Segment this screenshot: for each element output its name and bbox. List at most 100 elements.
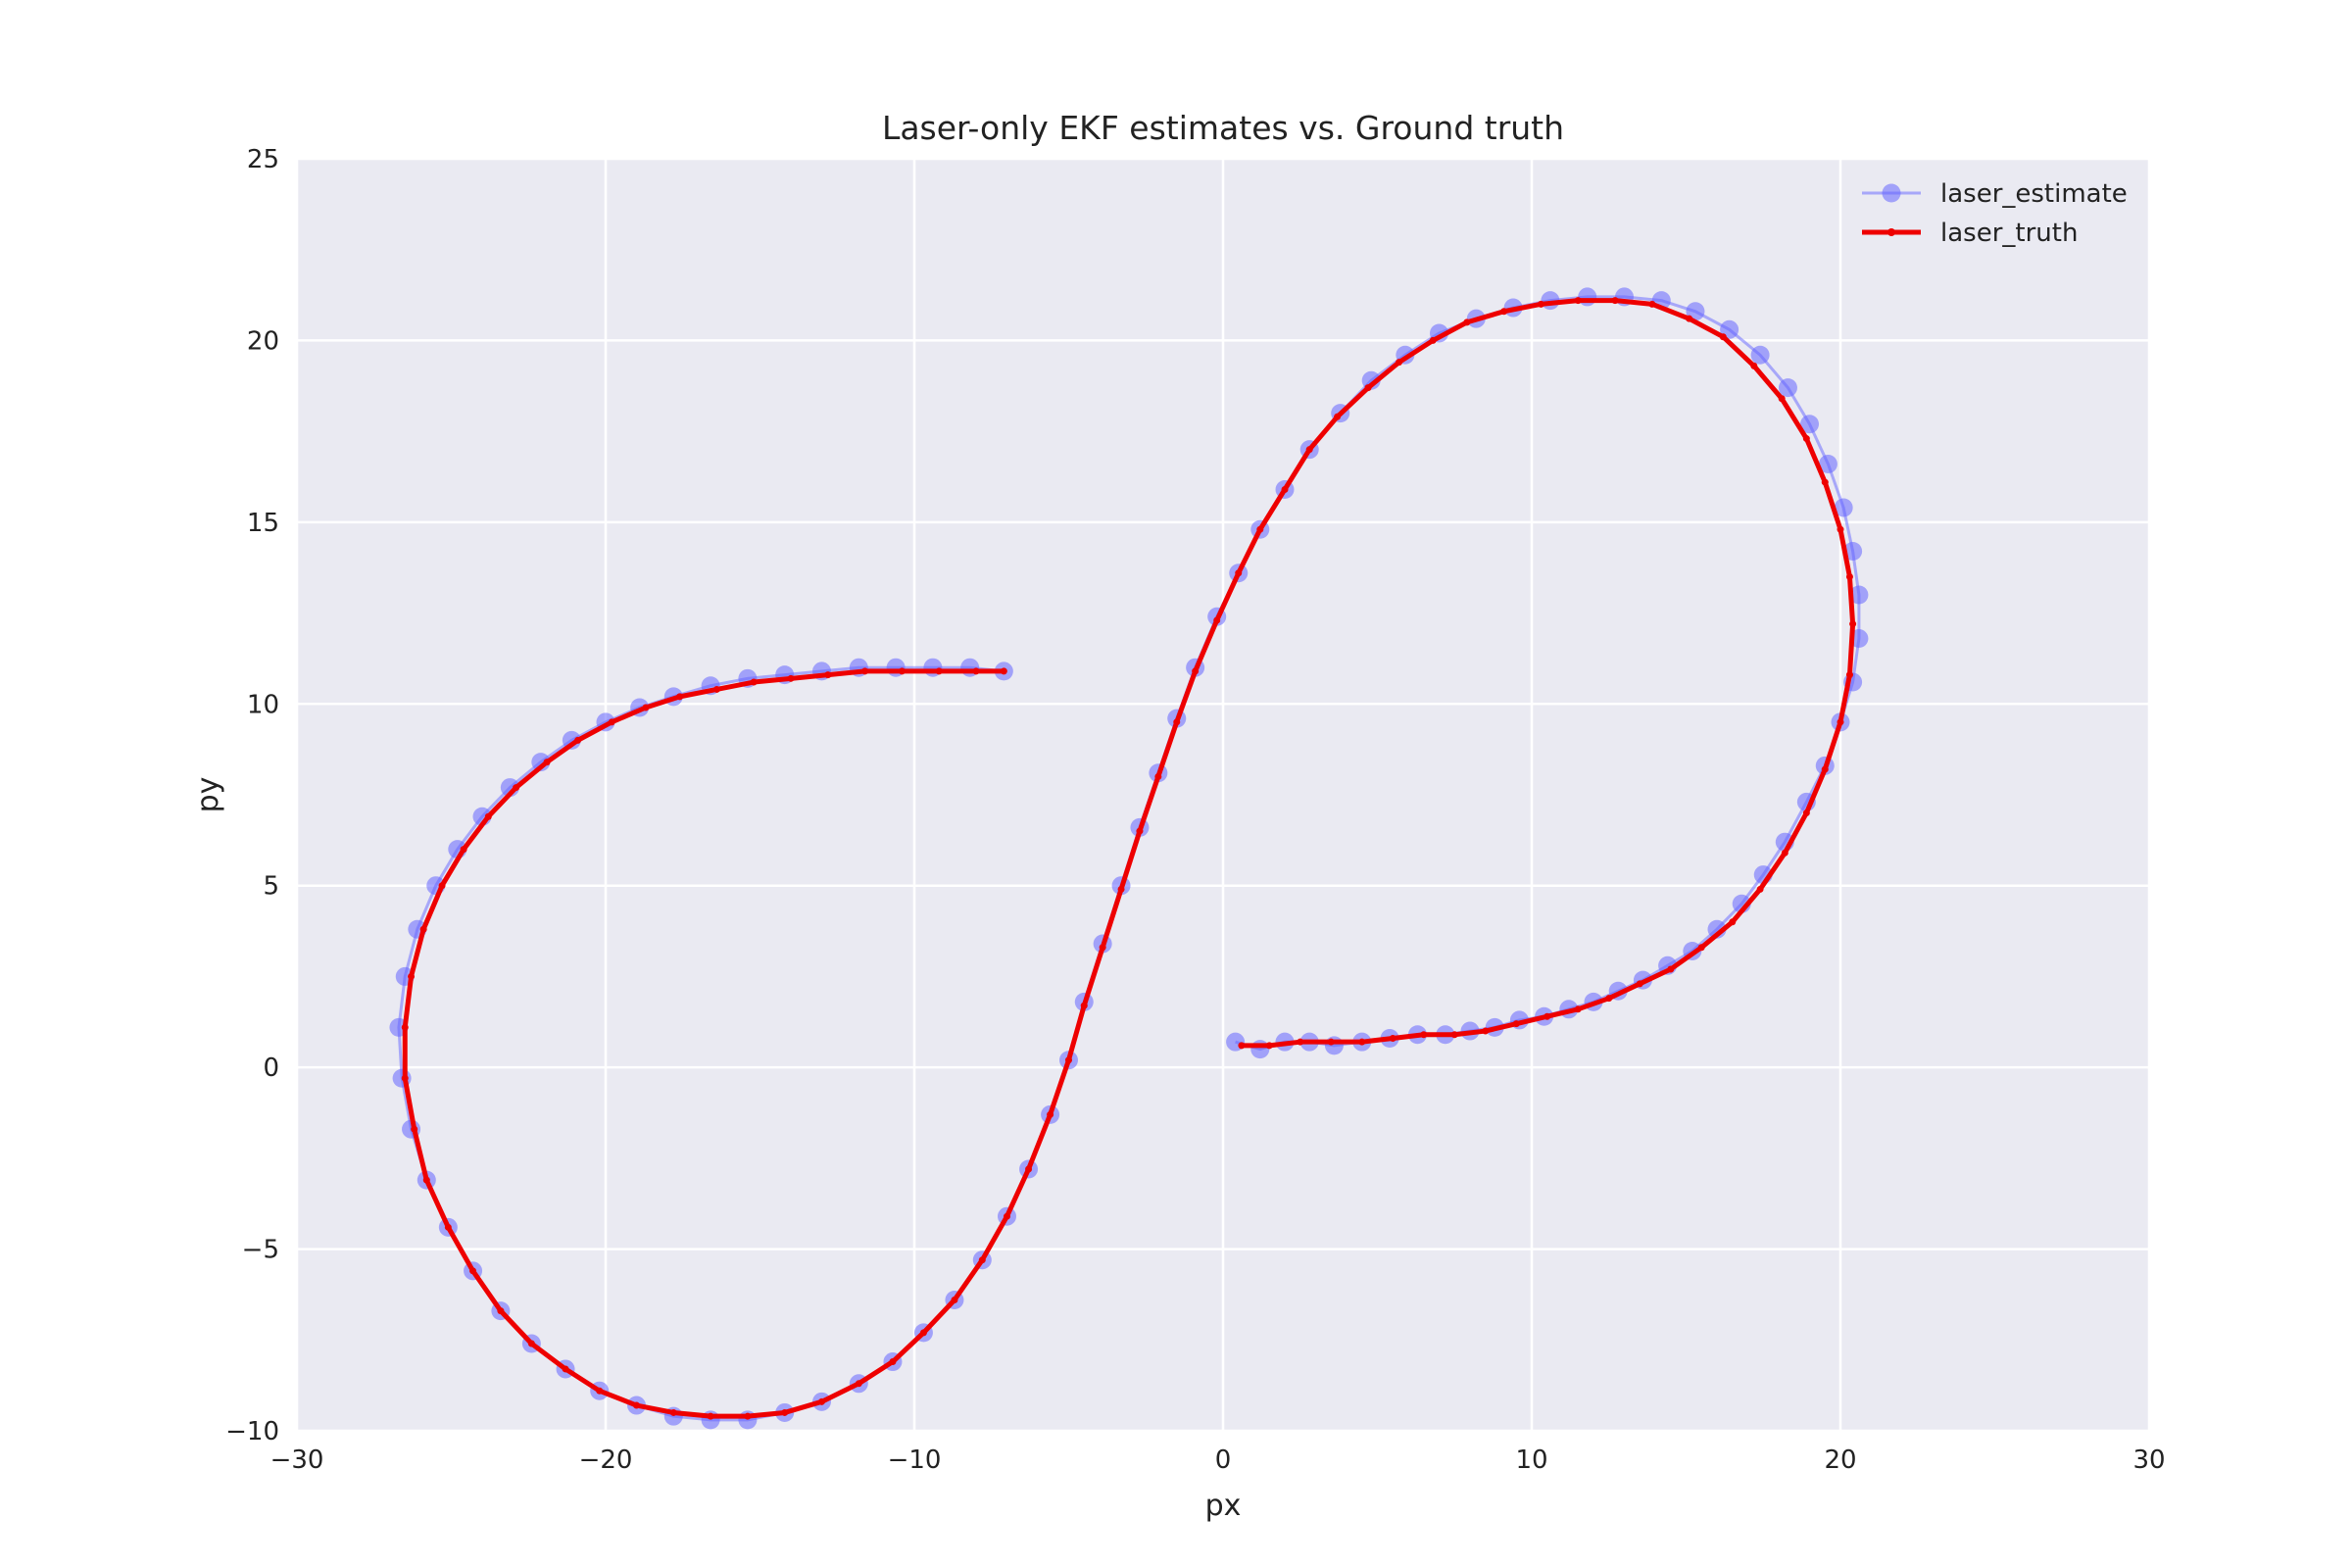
laser-truth-point (1845, 671, 1853, 679)
series-laser-truth (401, 297, 1857, 1420)
legend-item: laser_truth (1862, 219, 2078, 248)
laser-truth-point (596, 1387, 604, 1395)
laser-truth-point (978, 1256, 986, 1264)
x-tick-label: 30 (2132, 1446, 2165, 1475)
laser-estimate-point (1849, 585, 1869, 605)
laser-truth-point (712, 685, 720, 693)
laser-truth-point (438, 882, 446, 890)
y-tick-label: 0 (263, 1054, 279, 1083)
x-axis-label: px (1205, 1489, 1242, 1523)
laser-estimate-point (1324, 1036, 1344, 1055)
laser-truth-point (1719, 333, 1727, 341)
laser-truth-point (633, 1401, 640, 1409)
laser-truth-point (608, 718, 615, 726)
legend-swatch-marker (1887, 228, 1895, 236)
laser-estimate-point (1800, 415, 1819, 434)
laser-truth-point (750, 678, 758, 686)
laser-truth-point (401, 1074, 409, 1082)
laser-truth-point (972, 667, 980, 675)
laser-truth-point (787, 674, 795, 682)
laser-truth-point (861, 667, 869, 675)
laser-truth-point (898, 667, 906, 675)
laser-truth-point (1305, 446, 1313, 454)
y-axis-label: py (191, 777, 225, 813)
laser-truth-point (484, 812, 492, 820)
laser-truth-point (1080, 1002, 1088, 1009)
laser-truth-point (744, 1412, 752, 1420)
legend-label: laser_estimate (1940, 179, 2128, 209)
legend-item: laser_estimate (1862, 179, 2128, 209)
laser-truth-point (422, 1176, 430, 1184)
x-tick-label: −30 (270, 1446, 324, 1475)
laser-truth-point (1065, 1056, 1072, 1064)
y-tick-label: −5 (242, 1236, 279, 1265)
laser-truth-point (1463, 318, 1471, 326)
laser-truth-point (469, 1267, 477, 1275)
laser-estimate-point (531, 753, 551, 772)
laser-truth-point (781, 1408, 789, 1416)
chart-title: Laser-only EKF estimates vs. Ground trut… (882, 109, 1564, 147)
laser-truth-point (1173, 718, 1181, 726)
y-tick-label: 20 (247, 326, 279, 356)
laser-truth-point (1574, 1005, 1582, 1013)
laser-truth-point (562, 1365, 569, 1373)
grid-lines (295, 157, 2151, 1433)
y-tick-label: −10 (225, 1417, 279, 1446)
x-tick-label: 10 (1515, 1446, 1547, 1475)
y-tick-labels: −10 −5 0 5 10 15 20 25 (225, 145, 279, 1446)
laser-truth-point (444, 1223, 452, 1231)
laser-truth-point (1500, 308, 1508, 316)
laser-truth-point (408, 972, 416, 980)
laser-truth-point (1778, 395, 1786, 403)
y-tick-label: 5 (263, 872, 279, 902)
laser-truth-point (935, 667, 943, 675)
laser-truth-point (1025, 1165, 1033, 1173)
laser-truth-point (1781, 849, 1788, 857)
laser-truth-point (1213, 616, 1221, 624)
laser-estimate-point (1578, 287, 1597, 307)
laser-truth-point (1396, 359, 1403, 367)
laser-truth-point (1686, 315, 1693, 322)
laser-truth-point (1537, 300, 1544, 308)
y-tick-label: 25 (247, 145, 279, 174)
laser-truth-point (1849, 620, 1857, 628)
laser-estimate-point (1834, 498, 1853, 517)
laser-truth-point (1802, 435, 1810, 443)
laser-truth-point (1192, 667, 1200, 675)
laser-truth-point (707, 1412, 714, 1420)
laser-truth-point (1429, 336, 1437, 344)
laser-truth-point (1000, 667, 1007, 675)
laser-truth-point (1636, 980, 1643, 988)
legend-label: laser_truth (1940, 219, 2078, 248)
laser-truth-point (818, 1397, 825, 1405)
series-layer (389, 287, 1869, 1430)
laser-truth-point (1697, 944, 1705, 952)
laser-truth-point (1364, 384, 1372, 392)
laser-truth-point (1358, 1038, 1366, 1046)
laser-truth-point (1238, 1042, 1246, 1050)
laser-truth-point (1154, 772, 1162, 780)
laser-truth-point (1574, 297, 1582, 305)
laser-truth-point (824, 671, 832, 679)
y-tick-label: 10 (247, 690, 279, 719)
laser-truth-point (1667, 965, 1675, 973)
laser-truth-point (855, 1380, 862, 1388)
laser-truth-point (1756, 885, 1764, 893)
laser-truth-point (1099, 944, 1106, 952)
laser-truth-point (1750, 362, 1758, 369)
x-tick-label: −20 (579, 1446, 633, 1475)
laser-truth-point (1334, 413, 1342, 420)
x-tick-label: 20 (1824, 1446, 1856, 1475)
laser-truth-point (951, 1296, 958, 1303)
x-tick-labels: −30 −20 −10 0 10 20 30 (270, 1446, 2166, 1475)
laser-truth-point (1845, 572, 1853, 580)
laser-estimate-point (1750, 345, 1770, 365)
laser-truth-point (497, 1307, 505, 1315)
laser-truth-point (1327, 1038, 1335, 1046)
laser-truth-point (1004, 1212, 1010, 1220)
x-tick-label: 0 (1215, 1446, 1232, 1475)
laser-truth-point (1611, 297, 1619, 305)
laser-truth-point (676, 693, 684, 701)
laser-truth-point (574, 736, 582, 744)
